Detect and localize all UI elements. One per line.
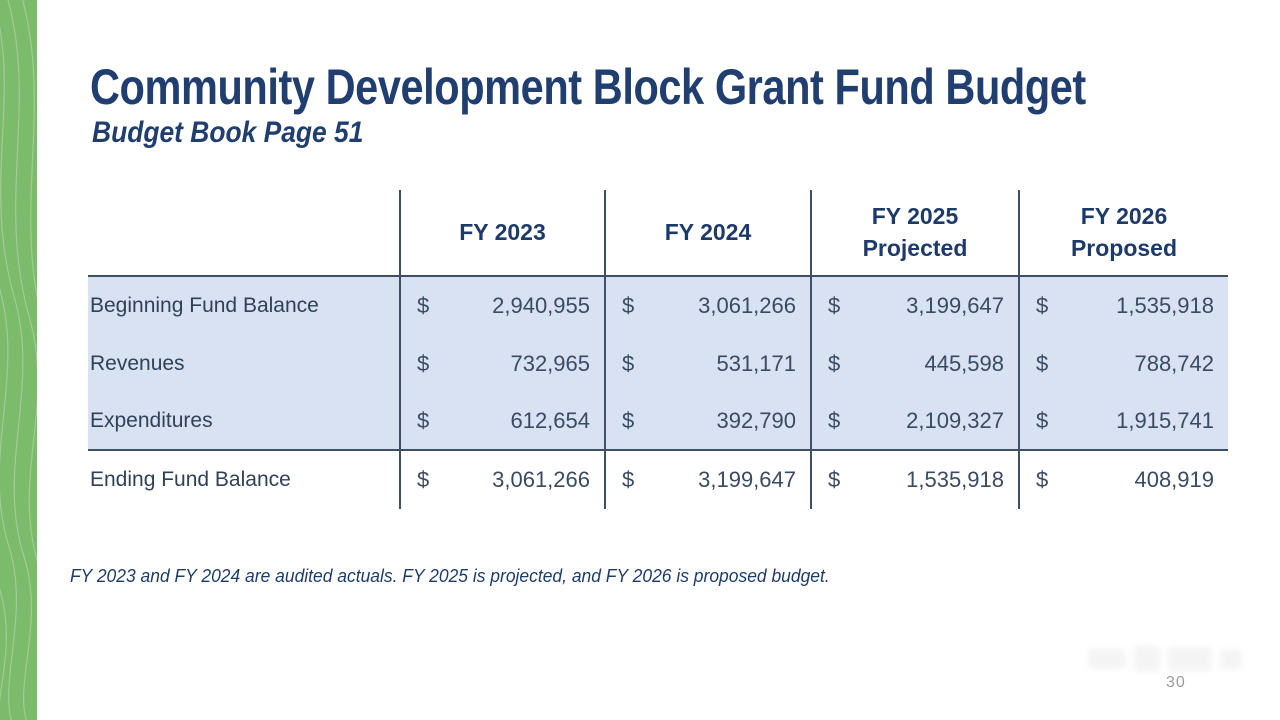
currency-symbol: $ (828, 351, 841, 376)
currency-symbol: $ (622, 351, 635, 376)
money-cell: $ 445,598 (810, 335, 1018, 393)
header-fy2025-line1: FY 2025 (871, 203, 959, 230)
header-fy2026-proposed: FY 2026 Proposed (1018, 190, 1228, 275)
amount: 732,965 (510, 351, 590, 376)
header-fy2025-line2: Projected (862, 234, 968, 261)
money-cell: $ 531,171 (604, 335, 810, 393)
table-row-revenues: Revenues $ 732,965 $ 531,171 $ 445,598 $… (88, 335, 1228, 393)
row-label: Ending Fund Balance (90, 468, 291, 491)
money-cell: $ 788,742 (1018, 335, 1228, 393)
money-cell: $ 3,061,266 (399, 451, 604, 509)
amount: 392,790 (716, 408, 796, 433)
currency-symbol: $ (1036, 408, 1049, 433)
currency-symbol: $ (622, 293, 635, 318)
money-cell: $ 2,109,327 (810, 393, 1018, 449)
row-label: Revenues (90, 352, 185, 375)
amount: 2,940,955 (492, 293, 590, 318)
slide-title: Community Development Block Grant Fund B… (90, 59, 1086, 115)
currency-symbol: $ (828, 293, 841, 318)
money-cell: $ 612,654 (399, 393, 604, 449)
currency-symbol: $ (1036, 351, 1049, 376)
amount: 3,061,266 (698, 293, 796, 318)
amount: 2,109,327 (906, 408, 1004, 433)
header-fy2024-line1: FY 2024 (664, 218, 752, 245)
watermark (1088, 646, 1248, 672)
currency-symbol: $ (828, 467, 841, 492)
budget-table: FY 2023 FY 2024 FY 2025 Projected FY 202… (88, 190, 1228, 509)
footnote: FY 2023 and FY 2024 are audited actuals.… (70, 566, 830, 586)
money-cell: $ 3,199,647 (810, 277, 1018, 335)
currency-symbol: $ (417, 408, 430, 433)
money-cell: $ 1,915,741 (1018, 393, 1228, 449)
table-row-ending-fund-balance: Ending Fund Balance $ 3,061,266 $ 3,199,… (88, 451, 1228, 509)
row-label: Beginning Fund Balance (90, 294, 319, 317)
header-fy2023: FY 2023 (399, 190, 604, 275)
amount: 1,535,918 (906, 467, 1004, 492)
currency-symbol: $ (622, 408, 635, 433)
money-cell: $ 3,061,266 (604, 277, 810, 335)
money-cell: $ 1,535,918 (1018, 277, 1228, 335)
currency-symbol: $ (828, 408, 841, 433)
header-blank-cell (88, 190, 399, 275)
header-fy2026-line1: FY 2026 (1080, 203, 1168, 230)
currency-symbol: $ (417, 467, 430, 492)
amount: 1,915,741 (1116, 408, 1214, 433)
row-label: Expenditures (90, 409, 213, 432)
table-header-row: FY 2023 FY 2024 FY 2025 Projected FY 202… (88, 190, 1228, 277)
table-body: Beginning Fund Balance $ 2,940,955 $ 3,0… (88, 277, 1228, 509)
watermark-shape (1088, 649, 1126, 669)
header-fy2026-line2: Proposed (1070, 234, 1178, 261)
amount: 445,598 (924, 351, 1004, 376)
currency-symbol: $ (417, 351, 430, 376)
left-accent-band (0, 0, 37, 720)
table-row-expenditures: Expenditures $ 612,654 $ 392,790 $ 2,109… (88, 393, 1228, 451)
amount: 3,199,647 (906, 293, 1004, 318)
header-fy2023-line1: FY 2023 (459, 218, 546, 245)
currency-symbol: $ (1036, 467, 1049, 492)
money-cell: $ 732,965 (399, 335, 604, 393)
amount: 788,742 (1134, 351, 1214, 376)
money-cell: $ 408,919 (1018, 451, 1228, 509)
money-cell: $ 3,199,647 (604, 451, 810, 509)
currency-symbol: $ (622, 467, 635, 492)
money-cell: $ 392,790 (604, 393, 810, 449)
amount: 3,199,647 (698, 467, 796, 492)
currency-symbol: $ (1036, 293, 1049, 318)
amount: 408,919 (1134, 467, 1214, 492)
header-fy2024: FY 2024 (604, 190, 810, 275)
header-fy2025-projected: FY 2025 Projected (810, 190, 1018, 275)
amount: 3,061,266 (492, 467, 590, 492)
slide-subtitle: Budget Book Page 51 (92, 116, 364, 149)
watermark-shape (1168, 647, 1212, 671)
currency-symbol: $ (417, 293, 430, 318)
watermark-shape (1220, 649, 1242, 669)
money-cell: $ 1,535,918 (810, 451, 1018, 509)
page-number: 30 (1166, 674, 1186, 691)
money-cell: $ 2,940,955 (399, 277, 604, 335)
watermark-shape (1134, 646, 1160, 672)
topographic-contours-decoration (0, 0, 37, 720)
amount: 1,535,918 (1116, 293, 1214, 318)
table-row-beginning-fund-balance: Beginning Fund Balance $ 2,940,955 $ 3,0… (88, 277, 1228, 335)
amount: 612,654 (510, 408, 590, 433)
amount: 531,171 (716, 351, 796, 376)
